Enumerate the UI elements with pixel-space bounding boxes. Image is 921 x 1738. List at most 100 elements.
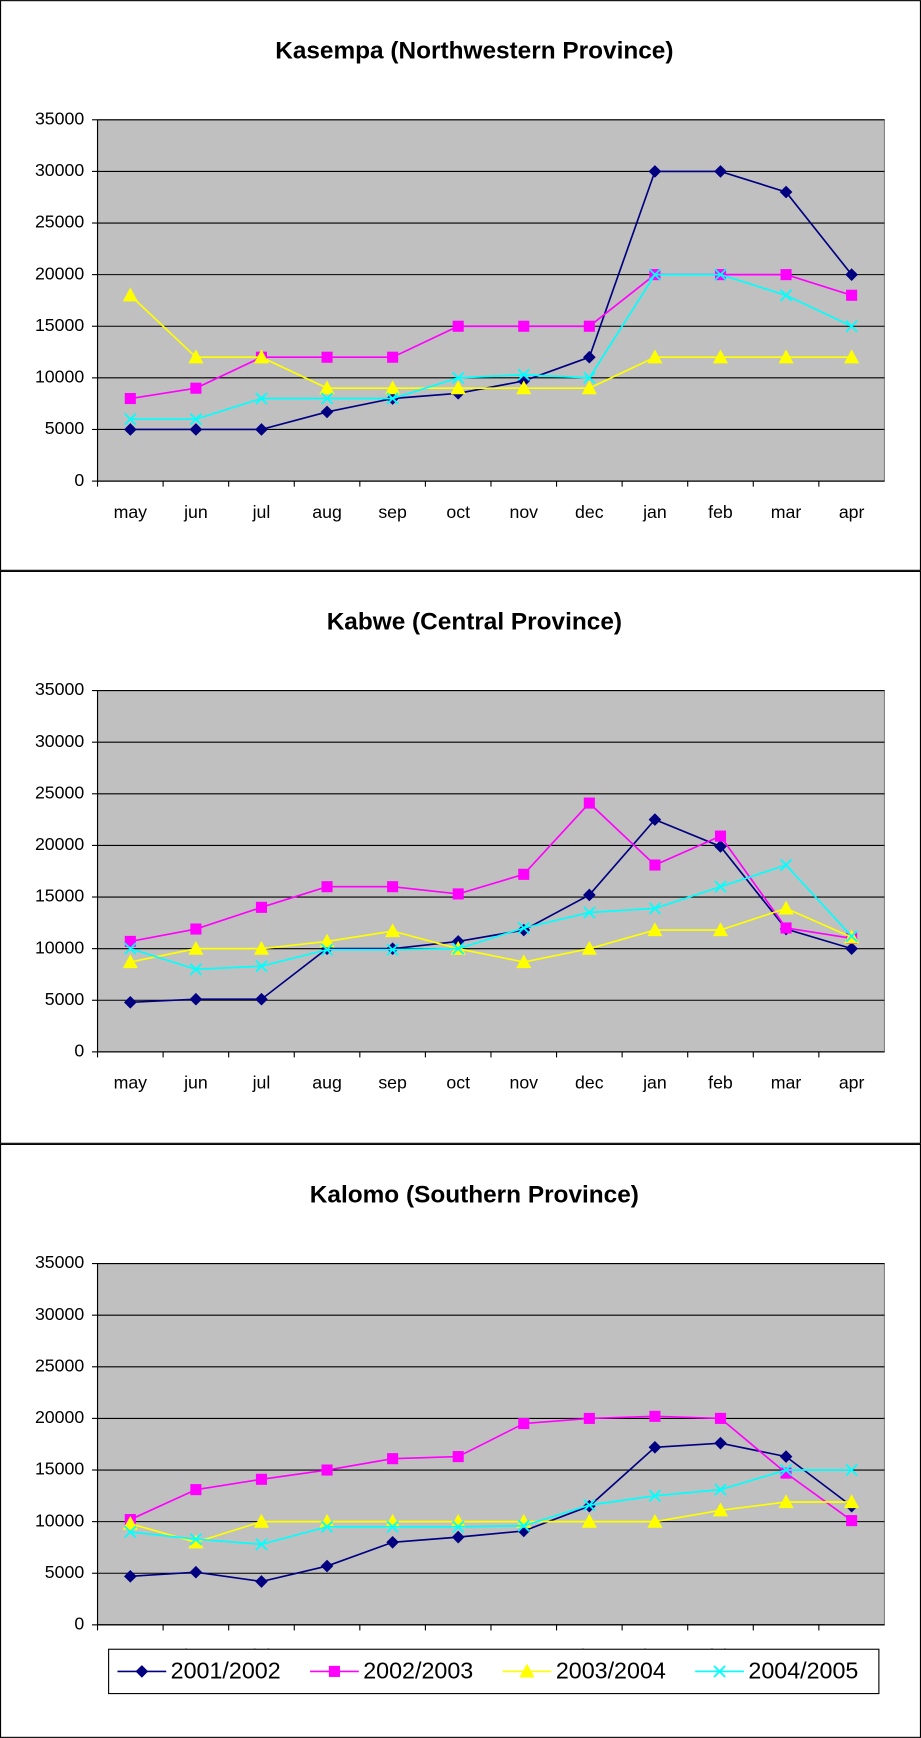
legend-entry: 2001/2002 [117,1658,281,1684]
marker [452,942,465,955]
marker [190,382,202,394]
marker [844,349,860,364]
y-tick-label: 10000 [35,367,84,387]
x-tick-label: dec [575,502,604,522]
y-tick-label: 5000 [45,989,85,1009]
marker [846,1515,858,1527]
y-tick-label: 25000 [35,212,84,232]
x-tick-label: nov [509,1073,538,1093]
x-tick-label: jun [183,1073,208,1093]
marker [583,888,596,902]
marker [714,1483,727,1496]
marker [320,392,334,405]
x-tick-label: may [114,1073,148,1093]
marker [385,380,401,395]
marker [255,992,268,1006]
marker [845,268,858,281]
marker [517,921,530,935]
marker [124,412,137,426]
x-tick-label: apr [839,1073,865,1093]
plot-area [96,119,885,482]
y-tick-label: 5000 [45,1562,85,1582]
marker [647,1513,663,1528]
marker [647,922,663,937]
marker-stroke [779,858,793,872]
legend-entry: 2002/2003 [310,1658,473,1684]
series-line [130,273,852,400]
x-tick-label: sep [378,1073,407,1093]
marker [845,930,858,943]
marker [712,349,729,364]
y-tick-label: 20000 [35,1407,84,1427]
marker [255,901,268,913]
marker [712,1502,729,1517]
marker [319,933,335,948]
marker [190,1484,202,1496]
marker [124,1525,137,1539]
marker [779,289,793,302]
legend-label: 2004/2005 [748,1658,858,1684]
marker [320,405,334,419]
marker [123,423,137,436]
marker-stroke [845,1463,858,1477]
marker-stroke [714,268,727,281]
marker [452,1520,465,1533]
marker [124,942,137,955]
y-tick-label: 0 [74,1041,84,1061]
marker [123,995,137,1009]
marker-stroke [320,943,334,956]
legend-label: 2003/2004 [556,1658,666,1684]
marker [714,880,727,893]
marker [319,380,335,395]
marker [844,1494,860,1509]
marker-stroke [386,392,399,405]
y-tick-label: 15000 [35,1459,84,1479]
legend-box [108,1648,880,1695]
legend-entry: 2003/2004 [502,1658,666,1684]
marker [780,269,792,281]
marker [581,380,597,395]
marker [714,830,727,842]
marker [253,940,270,955]
marker [189,412,203,426]
y-tick-label: 35000 [35,108,84,128]
plot-area [96,1263,885,1626]
marker-stroke [452,942,465,955]
marker [712,922,729,937]
marker [516,380,532,395]
marker [189,1565,203,1579]
marker-stroke [452,371,465,385]
series-line [130,170,853,431]
marker-stroke [648,1489,662,1502]
y-tick-label: 35000 [35,1252,84,1272]
legend-marker [519,1663,535,1678]
marker-stroke [714,880,727,893]
chart-title: Kalomo (Southern Province) [310,1181,639,1208]
marker [583,371,596,385]
marker-stroke [517,921,530,935]
marker [253,349,270,364]
marker [778,349,794,364]
marker-stroke [583,1498,596,1512]
marker [320,1520,334,1533]
series-line [129,1415,853,1522]
legend-label: 2001/2002 [171,1658,281,1684]
marker [648,268,662,281]
y-tick-label: 15000 [35,886,84,906]
marker-stroke [845,320,858,333]
marker [255,1575,268,1588]
marker-stroke [255,960,268,973]
marker-stroke [713,1665,726,1678]
marker [255,1538,268,1551]
marker [518,320,530,332]
x-tick-label: feb [708,1073,733,1093]
y-tick-label: 25000 [35,1355,84,1375]
marker [845,320,858,333]
marker [386,943,399,956]
marker [779,858,793,872]
legend-marker [135,1665,149,1678]
y-tick-label: 10000 [35,937,84,957]
marker [647,349,663,364]
y-tick-label: 30000 [35,160,84,180]
marker [255,960,268,973]
